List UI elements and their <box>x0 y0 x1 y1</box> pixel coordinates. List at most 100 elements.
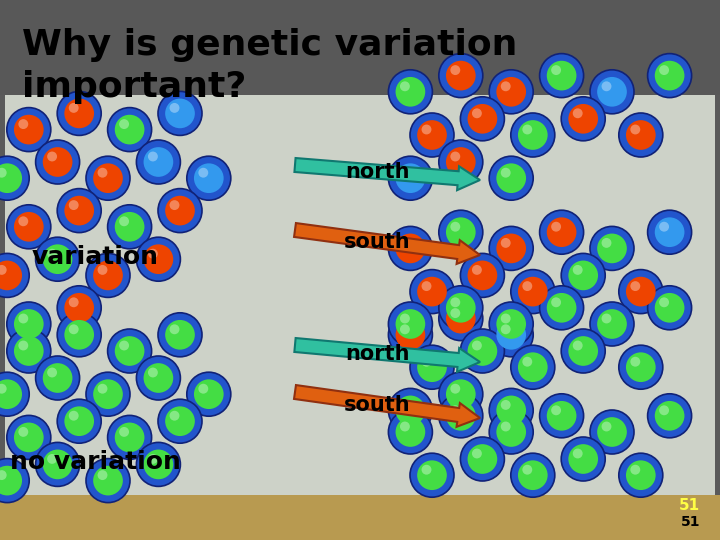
Ellipse shape <box>551 298 561 307</box>
Ellipse shape <box>590 70 634 114</box>
Ellipse shape <box>18 119 28 129</box>
Ellipse shape <box>6 329 51 373</box>
Ellipse shape <box>47 152 57 161</box>
Ellipse shape <box>42 147 73 177</box>
Ellipse shape <box>410 345 454 389</box>
Ellipse shape <box>489 70 534 114</box>
Ellipse shape <box>143 363 174 393</box>
FancyArrow shape <box>294 158 480 190</box>
Ellipse shape <box>68 103 78 113</box>
Ellipse shape <box>14 422 44 453</box>
Ellipse shape <box>472 265 482 275</box>
Ellipse shape <box>438 210 483 254</box>
Ellipse shape <box>42 449 73 480</box>
Ellipse shape <box>500 400 510 410</box>
Ellipse shape <box>388 302 433 346</box>
Ellipse shape <box>395 233 426 263</box>
Ellipse shape <box>546 293 577 322</box>
Ellipse shape <box>148 152 158 161</box>
Ellipse shape <box>35 237 80 281</box>
Ellipse shape <box>601 238 611 248</box>
Ellipse shape <box>522 281 532 291</box>
Ellipse shape <box>654 401 685 431</box>
Ellipse shape <box>421 465 431 475</box>
Ellipse shape <box>647 53 692 98</box>
Ellipse shape <box>169 200 179 210</box>
Ellipse shape <box>496 395 526 426</box>
Ellipse shape <box>395 77 426 107</box>
Ellipse shape <box>489 410 534 454</box>
Ellipse shape <box>568 444 598 474</box>
Ellipse shape <box>395 163 426 193</box>
Ellipse shape <box>400 422 410 431</box>
Ellipse shape <box>626 352 656 382</box>
Ellipse shape <box>500 314 510 323</box>
Ellipse shape <box>510 345 555 389</box>
Ellipse shape <box>136 140 181 184</box>
Ellipse shape <box>6 415 51 460</box>
Ellipse shape <box>14 336 44 366</box>
Ellipse shape <box>561 437 606 481</box>
Ellipse shape <box>510 453 555 497</box>
Ellipse shape <box>158 399 202 443</box>
Ellipse shape <box>136 442 181 487</box>
Ellipse shape <box>97 470 107 480</box>
Ellipse shape <box>590 226 634 271</box>
Ellipse shape <box>618 113 663 157</box>
Ellipse shape <box>626 460 656 490</box>
Ellipse shape <box>489 156 534 200</box>
Ellipse shape <box>467 104 498 134</box>
Ellipse shape <box>460 253 505 298</box>
Text: Why is genetic variation: Why is genetic variation <box>22 28 518 62</box>
Ellipse shape <box>47 454 57 464</box>
Ellipse shape <box>400 82 410 91</box>
Ellipse shape <box>107 329 152 373</box>
Ellipse shape <box>0 379 22 409</box>
Ellipse shape <box>417 460 447 490</box>
Ellipse shape <box>0 384 6 394</box>
Ellipse shape <box>618 345 663 389</box>
Ellipse shape <box>572 109 582 118</box>
Ellipse shape <box>597 233 627 263</box>
Ellipse shape <box>472 109 482 118</box>
Ellipse shape <box>450 308 460 318</box>
Text: no variation: no variation <box>9 450 181 474</box>
Ellipse shape <box>165 406 195 436</box>
Ellipse shape <box>388 70 433 114</box>
Ellipse shape <box>450 65 460 75</box>
Ellipse shape <box>6 302 51 346</box>
Ellipse shape <box>518 276 548 307</box>
Ellipse shape <box>446 60 476 91</box>
Ellipse shape <box>114 115 145 145</box>
FancyArrow shape <box>294 338 480 372</box>
Ellipse shape <box>395 320 426 350</box>
Bar <box>0 0 720 95</box>
Ellipse shape <box>647 286 692 330</box>
Ellipse shape <box>417 276 447 307</box>
Ellipse shape <box>42 244 73 274</box>
Ellipse shape <box>388 313 433 357</box>
Ellipse shape <box>6 107 51 152</box>
Text: 51: 51 <box>680 515 700 529</box>
Ellipse shape <box>148 454 158 464</box>
Ellipse shape <box>496 233 526 263</box>
Ellipse shape <box>659 65 669 75</box>
Text: north: north <box>346 163 410 183</box>
Ellipse shape <box>86 458 130 503</box>
Ellipse shape <box>630 465 640 475</box>
Ellipse shape <box>198 384 208 394</box>
Ellipse shape <box>618 453 663 497</box>
Ellipse shape <box>395 417 426 447</box>
Ellipse shape <box>148 249 158 259</box>
Ellipse shape <box>194 163 224 193</box>
Ellipse shape <box>18 341 28 350</box>
Ellipse shape <box>546 401 577 431</box>
Ellipse shape <box>165 320 195 350</box>
Ellipse shape <box>198 168 208 178</box>
Ellipse shape <box>539 286 584 330</box>
Ellipse shape <box>626 120 656 150</box>
Ellipse shape <box>572 341 582 350</box>
Ellipse shape <box>522 125 532 134</box>
Ellipse shape <box>446 217 476 247</box>
Ellipse shape <box>568 336 598 366</box>
